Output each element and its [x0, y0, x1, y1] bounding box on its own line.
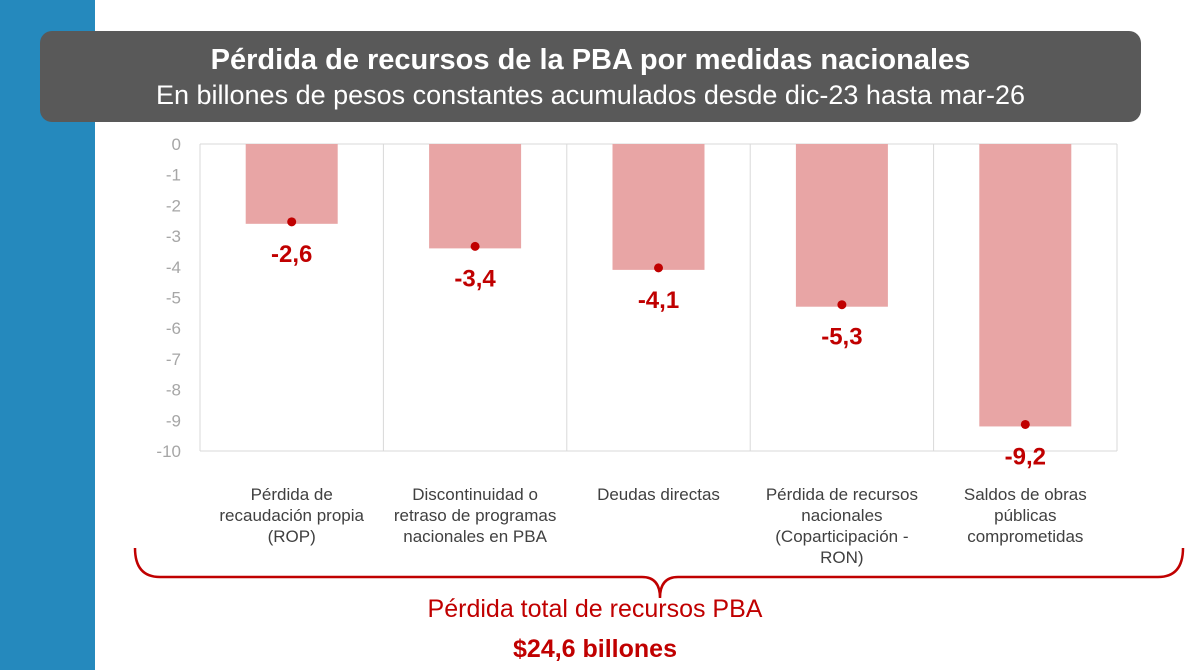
total-loss-value: $24,6 billones [513, 635, 677, 663]
x-category-label: Pérdida de recaudación propia (ROP) [204, 484, 380, 547]
y-tick-label: -5 [166, 289, 181, 308]
y-tick-label: 0 [172, 135, 181, 154]
bar [245, 144, 338, 224]
total-loss-label: Pérdida total de recursos PBA [427, 595, 763, 623]
chart-subtitle: En billones de pesos constantes acumulad… [155, 80, 1026, 110]
y-tick-label: -6 [166, 319, 181, 338]
category-label-line: públicas [994, 506, 1057, 525]
data-label: -9,2 [1005, 443, 1046, 470]
category-label-line: nacionales en PBA [403, 527, 547, 546]
value-marker-dot [470, 241, 480, 251]
category-label-line: Discontinuidad o [412, 485, 538, 504]
y-tick-label: -4 [166, 258, 181, 277]
bar [429, 144, 522, 249]
category-label-line: nacionales [801, 506, 883, 525]
x-category-label: Discontinuidad o retraso de programas naci… [387, 484, 563, 547]
x-category-label: Deudas directas [571, 484, 747, 505]
value-marker-dot [287, 217, 297, 227]
category-label-line: retraso de programas [393, 506, 557, 525]
bar [979, 144, 1072, 427]
category-label-line: RON) [820, 548, 864, 567]
y-tick-label: -10 [156, 442, 181, 461]
x-category-label: Saldos de obras públicas comprometidas [937, 484, 1113, 547]
y-tick-label: -3 [166, 227, 181, 246]
data-label: -4,1 [638, 287, 679, 314]
category-label-line: Saldos de obras [963, 485, 1087, 504]
data-label: -2,6 [271, 241, 312, 268]
title-banner: Pérdida de recursos de la PBA por medida… [40, 31, 1141, 122]
y-tick-label: -9 [166, 411, 181, 430]
category-label-line: Pérdida de recursos [765, 485, 918, 504]
y-tick-label: -2 [166, 196, 181, 215]
value-marker-dot [837, 300, 847, 310]
y-tick-label: -1 [166, 166, 181, 185]
data-label: -5,3 [821, 324, 862, 351]
y-tick-label: -8 [166, 381, 181, 400]
chart-title: Pérdida de recursos de la PBA por medida… [210, 44, 971, 76]
category-label-line: Deudas directas [597, 485, 720, 504]
category-label-line: recaudación propia [219, 506, 364, 525]
category-label-line: Pérdida de [250, 485, 333, 504]
value-marker-dot [1020, 419, 1030, 429]
bar [612, 144, 705, 270]
category-label-line: (Coparticipación - [775, 527, 909, 546]
value-marker-dot [654, 263, 663, 273]
category-label-line: comprometidas [967, 527, 1084, 546]
bar [795, 144, 888, 307]
x-category-label: Pérdida de recursos nacionales (Coparticip… [754, 484, 930, 568]
category-label-line: (ROP) [267, 527, 316, 546]
total-brace [133, 547, 1185, 599]
data-label: -3,4 [454, 265, 496, 292]
y-tick-label: -7 [166, 350, 181, 369]
